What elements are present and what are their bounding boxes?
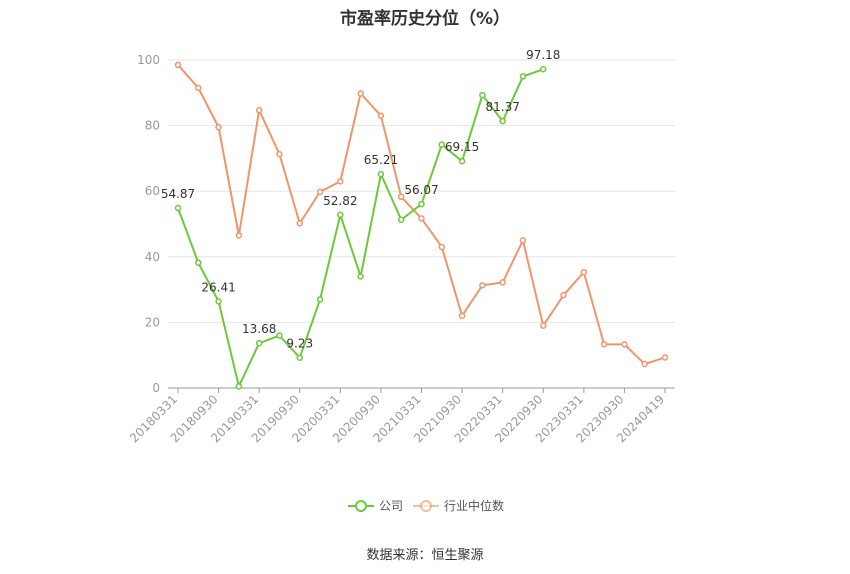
- point-industry-median: [397, 193, 405, 201]
- legend[interactable]: 公司 行业中位数: [348, 498, 504, 513]
- data-label-company: 65.21: [364, 153, 398, 167]
- point-industry-median: [235, 232, 243, 239]
- point-company: [316, 296, 324, 303]
- point-industry-median: [479, 282, 486, 289]
- series-line-company: [177, 68, 544, 388]
- legend-item-company[interactable]: 公司: [348, 499, 403, 513]
- series-layer: [174, 61, 669, 390]
- point-industry-median: [377, 112, 385, 120]
- legend-item-industry-median[interactable]: 行业中位数: [413, 498, 504, 513]
- point-company: [276, 332, 283, 339]
- point-company: [519, 73, 527, 80]
- data-label-company: 52.82: [323, 194, 357, 208]
- point-industry-median: [641, 360, 648, 368]
- y-tick-label: 40: [145, 250, 160, 264]
- point-industry-median: [296, 220, 303, 227]
- point-industry-median: [195, 84, 202, 92]
- point-industry-median: [458, 312, 466, 320]
- chart-title: 市盈率历史分位（%）: [339, 9, 511, 29]
- point-company: [479, 91, 486, 99]
- point-company: [235, 383, 243, 390]
- point-industry-median: [519, 237, 527, 244]
- data-source: 数据来源：恒生聚源: [366, 548, 484, 563]
- point-company: [296, 354, 303, 361]
- y-tick-label: 60: [145, 184, 160, 198]
- point-company: [438, 141, 446, 148]
- axes: 0204060801002018033120180930201903312019…: [127, 53, 675, 445]
- point-industry-median: [418, 215, 425, 222]
- legend-label-industry-median: 行业中位数: [444, 498, 504, 513]
- data-label-company: 13.68: [242, 322, 276, 336]
- point-industry-median: [621, 341, 628, 348]
- series-line-industry-median: [177, 64, 666, 366]
- y-tick-label: 0: [152, 381, 160, 395]
- point-industry-median: [174, 61, 182, 69]
- point-company: [397, 216, 405, 223]
- data-labels: 54.87 26.41 13.68 9.23 52.82 65.21 56.07 69.15 8…: [161, 48, 561, 350]
- point-company: [499, 117, 506, 125]
- point-industry-median: [215, 123, 222, 131]
- point-industry-median: [438, 243, 446, 251]
- data-label-company: 81.37: [485, 100, 519, 114]
- point-industry-median: [276, 150, 283, 158]
- point-company: [174, 204, 182, 212]
- point-industry-median: [499, 279, 506, 286]
- point-industry-median: [255, 106, 263, 114]
- point-company: [337, 211, 344, 219]
- point-company: [458, 157, 466, 165]
- point-industry-median: [337, 178, 344, 185]
- data-label-company: 56.07: [404, 183, 438, 197]
- point-industry-median: [540, 322, 547, 329]
- y-tick-label: 20: [145, 315, 160, 329]
- point-company: [540, 65, 547, 73]
- point-industry-median: [560, 291, 567, 299]
- point-company: [377, 170, 385, 178]
- point-company: [357, 273, 364, 280]
- point-company: [418, 200, 425, 208]
- y-tick-label: 80: [145, 119, 160, 133]
- data-label-company: 69.15: [445, 140, 479, 154]
- point-industry-median: [580, 268, 588, 276]
- point-company: [195, 259, 202, 266]
- data-label-company: 97.18: [526, 48, 560, 62]
- data-label-company: 54.87: [161, 187, 195, 201]
- grid: [168, 59, 675, 323]
- point-company: [255, 339, 263, 347]
- point-industry-median: [661, 354, 669, 361]
- legend-label-company: 公司: [379, 499, 403, 513]
- data-label-company: 9.23: [286, 337, 313, 351]
- point-industry-median: [316, 188, 324, 196]
- point-industry-median: [357, 90, 364, 97]
- y-tick-label: 100: [137, 53, 160, 67]
- point-industry-median: [600, 341, 608, 348]
- point-company: [215, 298, 222, 305]
- data-label-company: 26.41: [201, 280, 235, 294]
